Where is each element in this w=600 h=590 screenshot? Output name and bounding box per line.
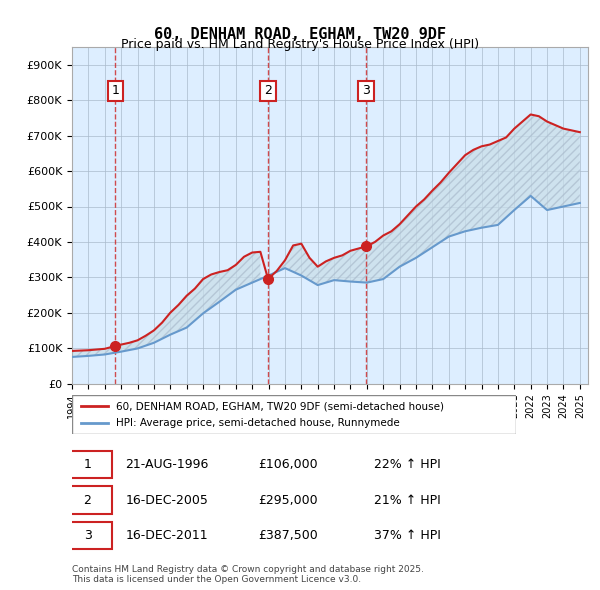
- Text: Price paid vs. HM Land Registry's House Price Index (HPI): Price paid vs. HM Land Registry's House …: [121, 38, 479, 51]
- Text: 60, DENHAM ROAD, EGHAM, TW20 9DF (semi-detached house): 60, DENHAM ROAD, EGHAM, TW20 9DF (semi-d…: [116, 401, 445, 411]
- Text: 37% ↑ HPI: 37% ↑ HPI: [374, 529, 441, 542]
- FancyBboxPatch shape: [63, 486, 112, 514]
- Text: 3: 3: [83, 529, 91, 542]
- FancyBboxPatch shape: [63, 522, 112, 549]
- Text: £295,000: £295,000: [259, 493, 318, 507]
- Text: £106,000: £106,000: [259, 458, 318, 471]
- Text: 22% ↑ HPI: 22% ↑ HPI: [374, 458, 440, 471]
- Text: 21% ↑ HPI: 21% ↑ HPI: [374, 493, 440, 507]
- Text: 2: 2: [83, 493, 91, 507]
- Text: 2: 2: [264, 84, 272, 97]
- Text: HPI: Average price, semi-detached house, Runnymede: HPI: Average price, semi-detached house,…: [116, 418, 400, 428]
- Text: 16-DEC-2011: 16-DEC-2011: [125, 529, 208, 542]
- FancyBboxPatch shape: [72, 395, 516, 434]
- Text: £387,500: £387,500: [259, 529, 318, 542]
- Text: 1: 1: [83, 458, 91, 471]
- Text: 21-AUG-1996: 21-AUG-1996: [125, 458, 209, 471]
- Text: Contains HM Land Registry data © Crown copyright and database right 2025.
This d: Contains HM Land Registry data © Crown c…: [72, 565, 424, 584]
- Text: 3: 3: [362, 84, 370, 97]
- Text: 60, DENHAM ROAD, EGHAM, TW20 9DF: 60, DENHAM ROAD, EGHAM, TW20 9DF: [154, 27, 446, 41]
- FancyBboxPatch shape: [63, 451, 112, 478]
- Text: 1: 1: [111, 84, 119, 97]
- Text: 16-DEC-2005: 16-DEC-2005: [125, 493, 208, 507]
